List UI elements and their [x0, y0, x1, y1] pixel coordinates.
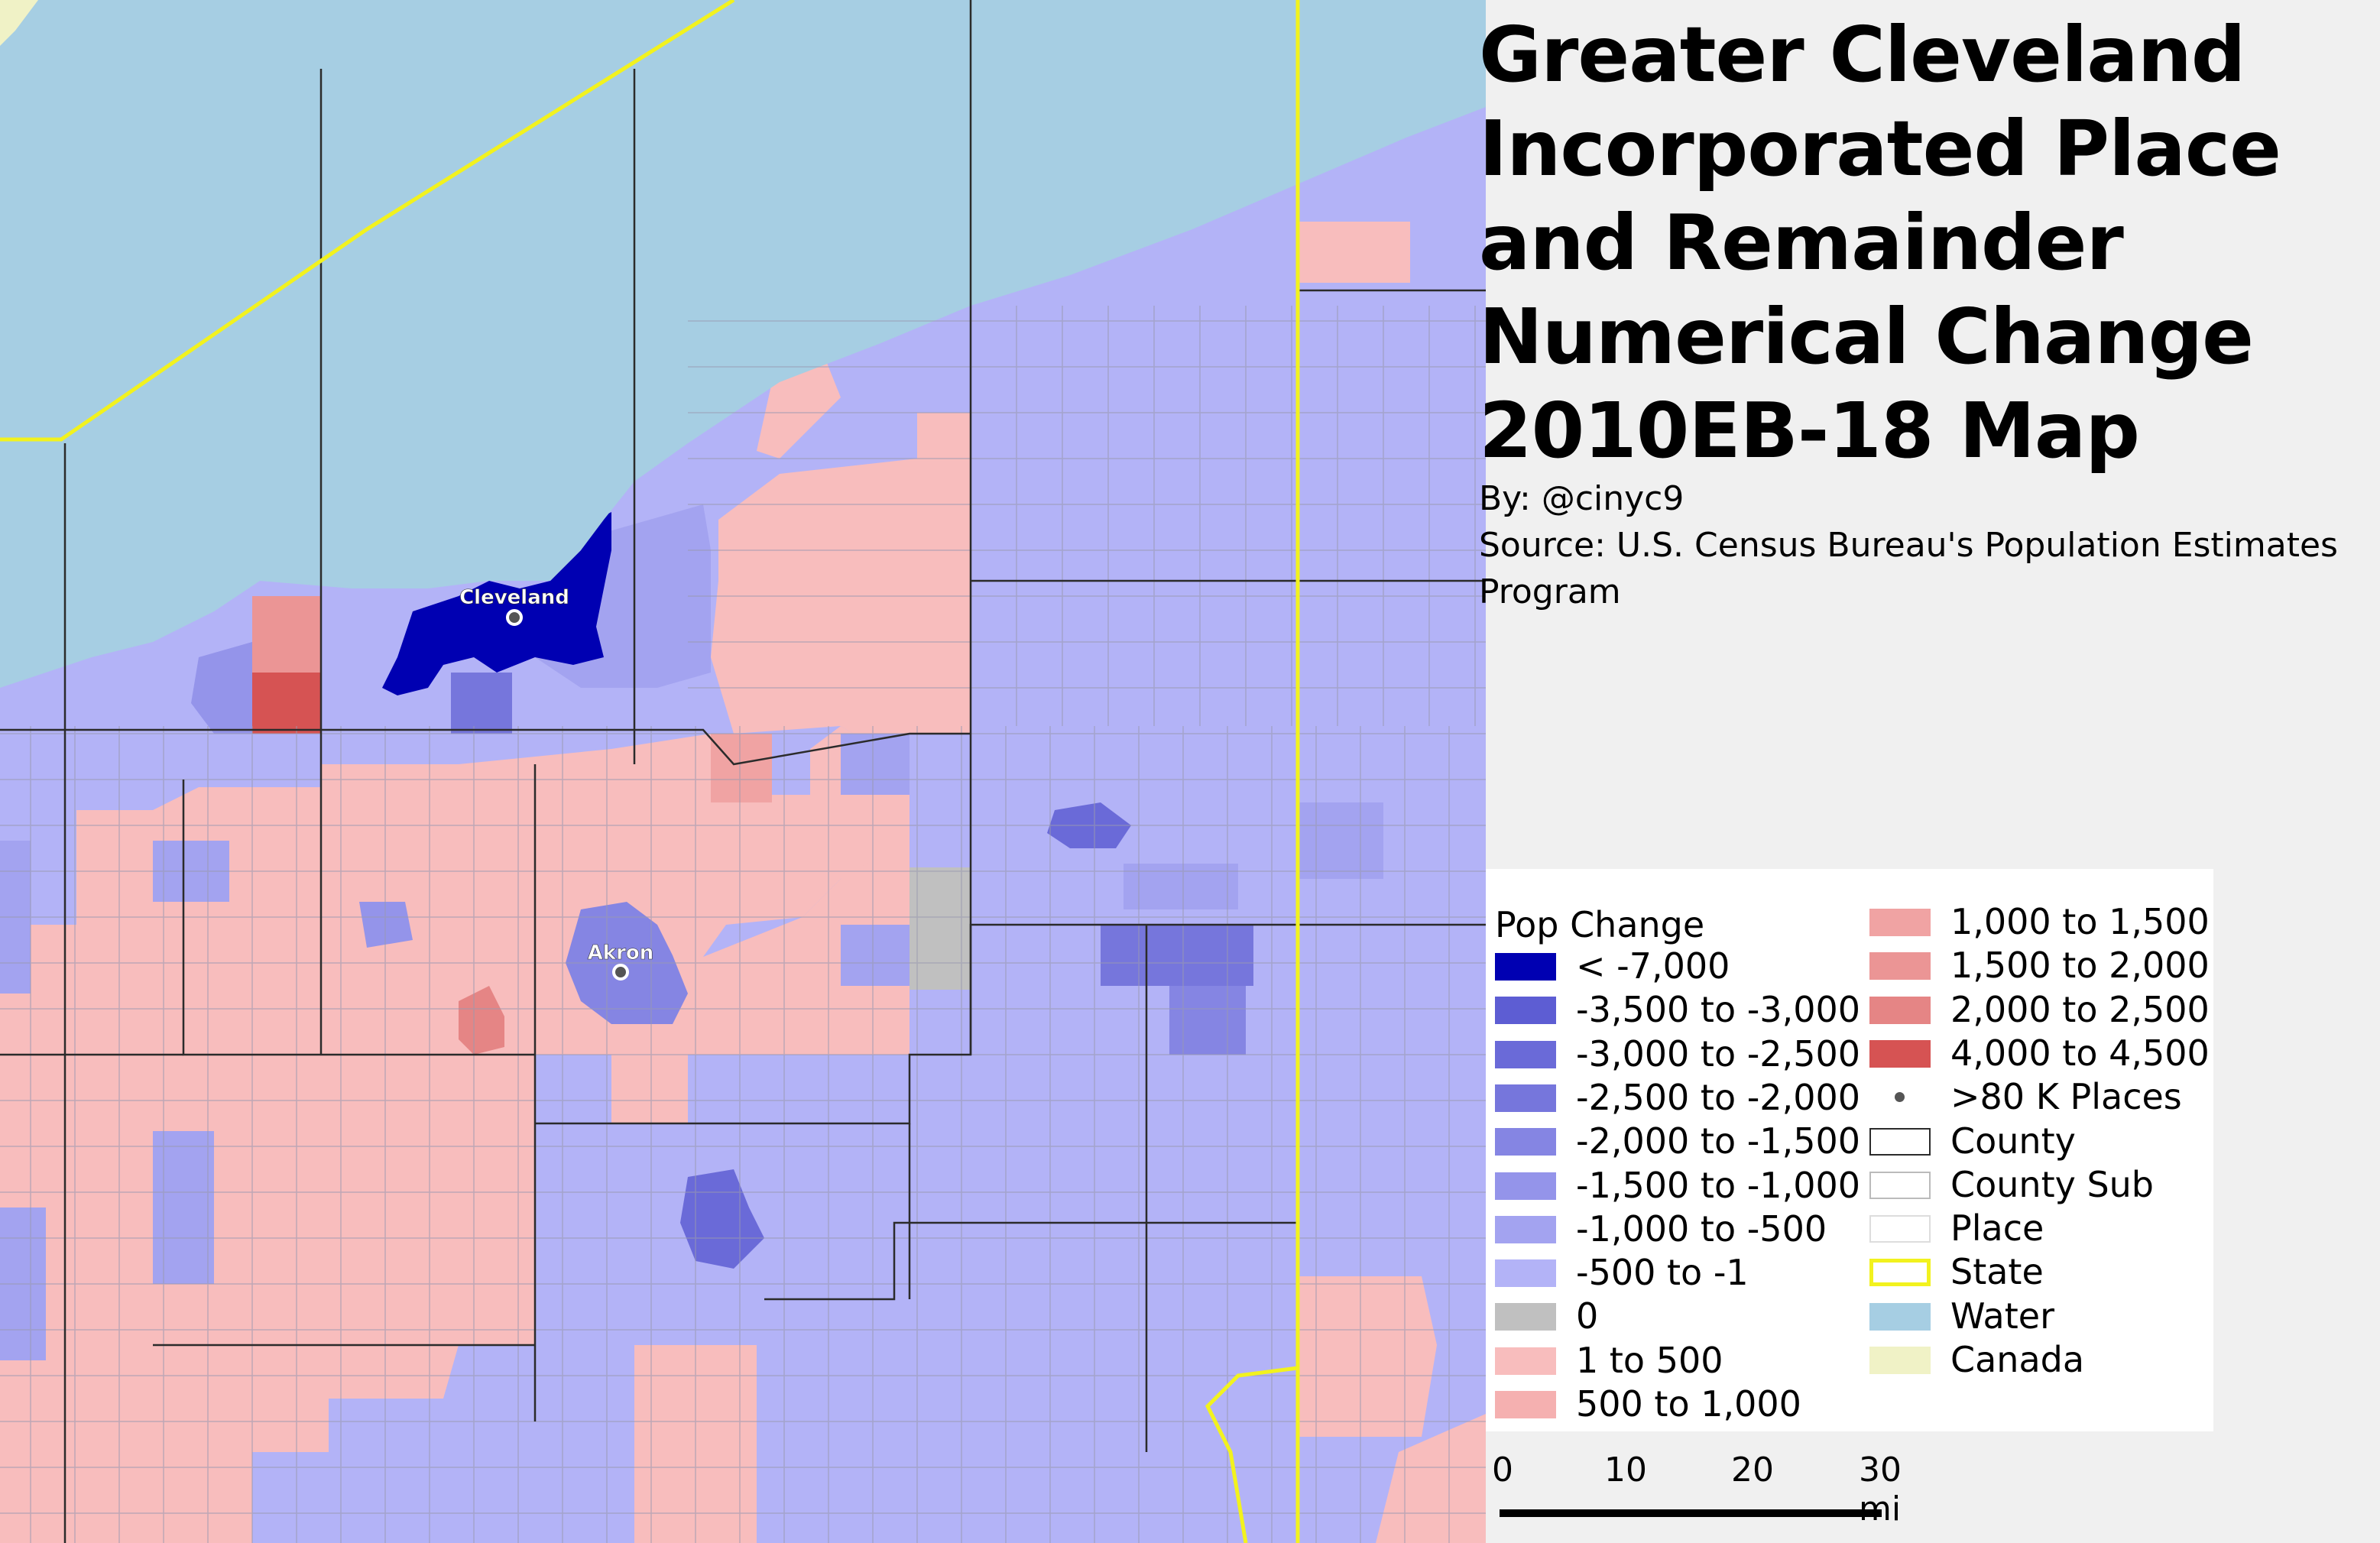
patch-blue-10	[1299, 802, 1383, 879]
legend-swatch	[1869, 1259, 1931, 1287]
legend: Pop Change < -7,000 -3,500 to -3,000 -3,00…	[1486, 869, 2213, 1431]
legend-label: 4,000 to 4,500	[1950, 1032, 2210, 1074]
scale-tick-20: 20	[1731, 1451, 1774, 1490]
legend-label: -1,000 to -500	[1576, 1207, 1827, 1250]
elyria-area	[191, 642, 252, 734]
patch-blue-9	[1124, 864, 1238, 909]
patch-pos-4000	[252, 673, 321, 734]
county-lines	[0, 0, 1486, 1543]
legend-label: -2,500 to -2,000	[1576, 1076, 1860, 1118]
legend-label: 0	[1576, 1295, 1599, 1337]
legend-label: 1 to 500	[1576, 1339, 1723, 1381]
author-credit: By: @cinyc9	[1479, 479, 1684, 518]
region-pink-south	[611, 1055, 688, 1123]
legend-label: Water	[1950, 1295, 2054, 1337]
legend-label: 1,500 to 2,000	[1950, 945, 2210, 987]
patch-blue-8	[1169, 986, 1246, 1055]
scale-tick-0: 0	[1492, 1451, 1513, 1490]
map-canvas[interactable]: Cleveland Akron	[0, 0, 1486, 1543]
cuyahoga-south-blue	[451, 673, 512, 734]
legend-swatch	[1495, 1347, 1556, 1375]
patch-zero	[910, 867, 971, 990]
legend-swatch	[1869, 1215, 1931, 1243]
region-pink-east	[688, 413, 971, 1055]
legend-swatch	[1495, 1259, 1556, 1288]
region-pink-north-east	[757, 359, 841, 459]
legend-swatch	[1869, 1347, 1931, 1374]
legend-label: 1,000 to 1,500	[1950, 901, 2210, 942]
cleveland-area	[382, 512, 611, 695]
map-title: Greater Cleveland Incorporated Place and…	[1479, 10, 2281, 475]
legend-swatch	[1869, 909, 1931, 936]
region-pink-se	[1299, 1276, 1437, 1437]
legend-label: -1,500 to -1,000	[1576, 1164, 1860, 1206]
legend-swatch	[1869, 1171, 1931, 1199]
region-pink-east-strip	[1299, 222, 1410, 283]
patch-pos-1000	[711, 734, 772, 802]
legend-swatch	[1495, 1040, 1556, 1068]
legend-label: Place	[1950, 1207, 2044, 1250]
source-credit: Source: U.S. Census Bureau's Population …	[1479, 526, 2338, 611]
legend-label: Canada	[1950, 1339, 2085, 1380]
patch-blue-6	[841, 925, 910, 986]
legend-label: -2,000 to -1,500	[1576, 1120, 1860, 1162]
canada-land	[0, 0, 38, 46]
legend-swatch	[1495, 1391, 1556, 1418]
patch-blue-7	[1101, 925, 1253, 986]
legend-label: -3,000 to -2,500	[1576, 1032, 1860, 1075]
legend-swatch	[1869, 952, 1931, 981]
cleveland-label: Cleveland	[459, 586, 569, 609]
cleveland-marker[interactable]: Cleveland	[459, 586, 569, 626]
patch-pos-1500	[252, 596, 321, 673]
byline-block: By: @cinyc9 Source: U.S. Census Bureau's…	[1479, 475, 2373, 615]
legend-label: State	[1950, 1251, 2044, 1293]
legend-swatch	[1869, 996, 1931, 1024]
legend-swatch	[1495, 997, 1556, 1025]
legend-swatch	[1495, 1172, 1556, 1200]
legend-swatch	[1495, 953, 1556, 981]
legend-swatch	[1869, 1039, 1931, 1068]
region-pink-se2	[1376, 1414, 1486, 1543]
legend-label: < -7,000	[1576, 945, 1730, 987]
legend-label: 2,000 to 2,500	[1950, 988, 2210, 1030]
legend-swatch	[1495, 1303, 1556, 1331]
canton-area	[680, 1169, 764, 1269]
legend-swatch	[1895, 1092, 1905, 1103]
medina-blue	[359, 902, 413, 948]
akron-label: Akron	[588, 942, 654, 964]
legend-swatch	[1495, 1215, 1556, 1243]
scale-bar: 0 10 20 30 mi	[1486, 1437, 1944, 1528]
cleveland-dot	[506, 609, 523, 626]
akron-dot	[612, 964, 629, 981]
lake-erie	[0, 0, 1486, 688]
legend-label: 500 to 1,000	[1576, 1383, 1801, 1425]
akron-marker[interactable]: Akron	[587, 942, 654, 981]
scale-tick-30: 30 mi	[1859, 1451, 1902, 1528]
legend-title: Pop Change	[1495, 904, 1705, 945]
legend-swatch	[1495, 1084, 1556, 1112]
legend-label: -3,500 to -3,000	[1576, 989, 1860, 1031]
legend-swatch	[1869, 1127, 1931, 1156]
scale-tick-10: 10	[1604, 1451, 1647, 1490]
legend-label: County Sub	[1950, 1163, 2155, 1205]
legend-label: -500 to -1	[1576, 1252, 1749, 1294]
scale-line	[1500, 1509, 1882, 1517]
legend-label: >80 K Places	[1950, 1076, 2182, 1118]
legend-swatch	[1869, 1302, 1931, 1331]
legend-label: County	[1950, 1120, 2076, 1162]
legend-swatch	[1495, 1128, 1556, 1156]
patch-pos-2000	[459, 986, 504, 1055]
patch-blue-2	[153, 1131, 214, 1284]
patch-blue-5	[841, 734, 910, 795]
county-sub-lines	[0, 306, 1486, 1543]
state-lines	[0, 0, 1300, 1543]
